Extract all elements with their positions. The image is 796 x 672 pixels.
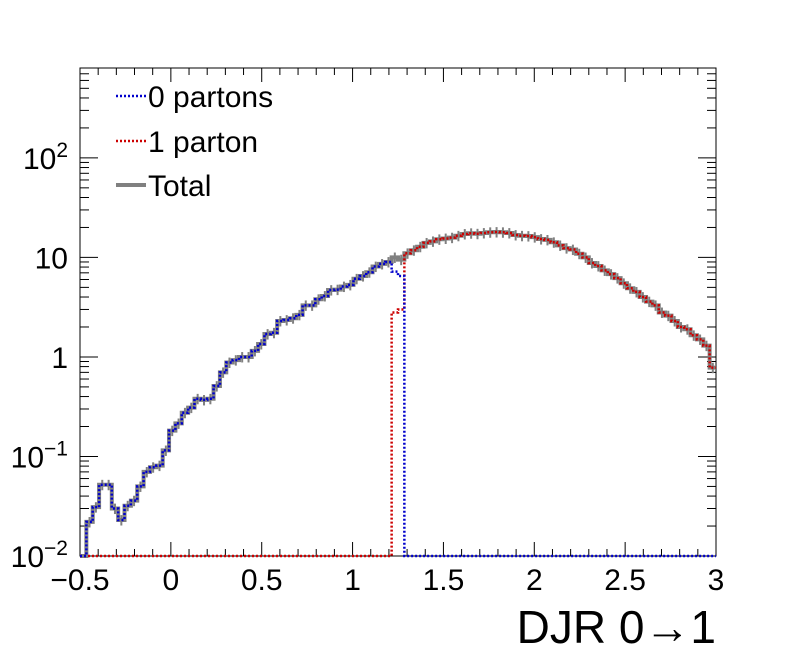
tick-labels: −0.5 0 0.5 1 1.5 2 2.5 3 10−2 10−1 1 10 102 [11, 139, 725, 597]
x-tick-label: 0.5 [241, 564, 283, 597]
x-tick-label: 2.5 [604, 564, 646, 597]
series-layer [80, 227, 716, 558]
plot-frame [79, 67, 717, 557]
x-tick-label: 0 [163, 564, 180, 597]
series-line-1-parton [80, 230, 716, 558]
x-tick-label: 2 [526, 564, 543, 597]
x-tick-label: −0.5 [50, 564, 109, 597]
legend-label: Total [148, 170, 211, 203]
y-tick-label: 1 [51, 342, 68, 375]
y-tick-label: 10−2 [11, 537, 68, 574]
y-tick-label: 10−1 [11, 437, 68, 474]
x-axis-label: DJR 0→1 [517, 601, 716, 653]
series-line-0-partons [80, 260, 716, 558]
y-tick-label: 102 [23, 139, 68, 176]
y-tick-label: 10 [35, 242, 68, 275]
legend-label: 1 parton [148, 126, 258, 159]
legend: 0 partons 1 parton Total [116, 81, 273, 203]
legend-label: 0 partons [148, 81, 273, 114]
x-tick-label: 1.5 [423, 564, 465, 597]
x-tick-label: 1 [344, 564, 361, 597]
x-tick-label: 3 [708, 564, 725, 597]
